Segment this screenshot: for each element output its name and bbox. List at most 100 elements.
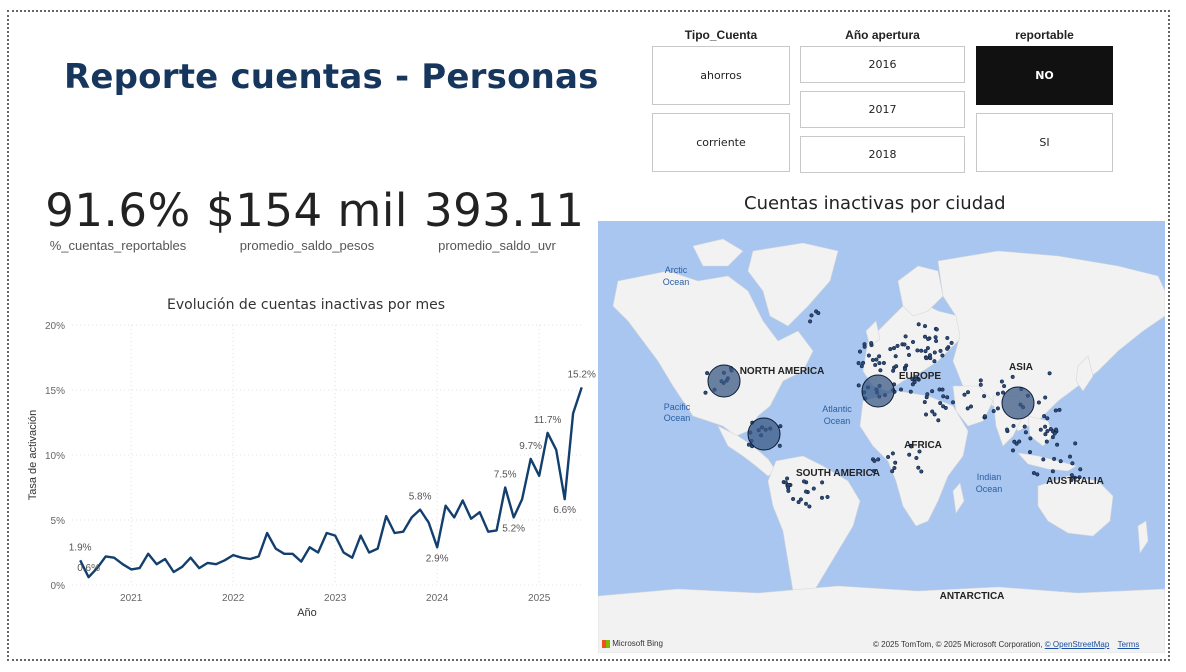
slicer-tile-2017[interactable]: 2017	[800, 91, 965, 128]
city-dot	[941, 394, 946, 399]
slicer-tile-label: SI	[1039, 136, 1050, 149]
city-dot	[893, 354, 898, 359]
city-dot	[1058, 459, 1063, 464]
city-dot	[1043, 424, 1048, 429]
japan	[1075, 355, 1094, 392]
city-dot	[945, 395, 950, 400]
city-dot	[871, 468, 876, 474]
city-dot	[819, 495, 825, 500]
antarctica	[598, 585, 1165, 653]
city-dot	[1027, 450, 1033, 455]
slicer-tile-label: corriente	[696, 136, 746, 149]
city-dot	[909, 444, 914, 449]
bubble-north-america	[707, 364, 741, 398]
slicer-tile-corriente[interactable]: corriente	[652, 113, 790, 172]
label-arctic: Arctic	[665, 265, 688, 275]
slicer-tile-ahorros[interactable]: ahorros	[652, 46, 790, 105]
city-dot	[1002, 384, 1007, 389]
data-label: 9.7%	[519, 441, 542, 452]
data-label: 6.6%	[553, 505, 576, 516]
label-arctic-ocean: Ocean	[663, 277, 690, 287]
data-label: 15.2%	[568, 369, 596, 380]
city-dot	[1010, 448, 1016, 453]
city-dot	[968, 404, 974, 409]
city-dot	[913, 376, 918, 381]
city-dot	[803, 489, 809, 494]
city-dot	[950, 400, 956, 405]
city-dot	[933, 335, 938, 340]
city-dot	[1069, 473, 1074, 478]
city-dot	[914, 455, 919, 461]
kpi-card-cuentas-reportables[interactable]: 91.6% %_cuentas_reportables	[40, 186, 196, 254]
city-dot	[791, 496, 796, 502]
series-line[interactable]	[79, 387, 583, 579]
slicer-tile-label: 2016	[868, 58, 897, 71]
openstreetmap-link[interactable]: © OpenStreetMap	[1044, 640, 1110, 649]
city-dot	[922, 324, 928, 329]
x-axis-title: Año	[297, 607, 317, 619]
city-dot	[861, 360, 866, 365]
city-dot	[922, 400, 927, 405]
australia	[1037, 475, 1114, 537]
uk	[865, 320, 881, 347]
city-dot	[922, 334, 928, 339]
city-dot	[936, 418, 941, 423]
city-dot	[870, 357, 875, 363]
city-dot	[902, 367, 908, 372]
slicer-reportable-header: reportable	[1015, 28, 1074, 42]
city-dot	[1023, 430, 1028, 435]
city-dot	[934, 327, 939, 332]
city-dot	[1031, 470, 1036, 476]
city-dot	[1073, 441, 1078, 446]
asia	[937, 250, 1165, 432]
city-dot	[1044, 439, 1049, 444]
slicer-tile-label: NO	[1035, 69, 1054, 82]
data-label: 1.9%	[69, 542, 92, 553]
city-dot	[1010, 374, 1015, 379]
city-dot	[785, 476, 790, 481]
x-tick-label: 2022	[222, 593, 245, 604]
city-bubbles[interactable]	[707, 364, 1035, 451]
city-dot	[938, 401, 943, 406]
attribution-text: © 2025 TomTom, © 2025 Microsoft Corporat…	[873, 640, 1043, 649]
slicer-tile-si[interactable]: SI	[976, 113, 1113, 172]
city-dot	[876, 457, 881, 462]
bing-logo-text: Microsoft Bing	[612, 639, 663, 648]
slicer-tile-2018[interactable]: 2018	[800, 136, 965, 173]
north-america	[612, 270, 814, 437]
city-dot	[820, 480, 825, 485]
terms-link[interactable]: Terms	[1117, 640, 1140, 649]
city-dot	[999, 379, 1004, 384]
slicer-tile-2016[interactable]: 2016	[800, 46, 965, 83]
city-dot	[903, 334, 908, 339]
city-dot	[1052, 456, 1057, 461]
kpi-card-promedio-saldo-uvr[interactable]: 393.11 promedio_saldo_uvr	[424, 186, 584, 254]
city-dot	[932, 350, 937, 355]
city-dot	[940, 353, 945, 358]
city-dot	[932, 412, 937, 417]
data-label: 2.9%	[426, 553, 449, 564]
city-dot	[923, 349, 928, 354]
city-dot	[1004, 427, 1010, 432]
city-dot	[1055, 442, 1060, 447]
city-dot	[1035, 472, 1040, 477]
x-tick-label: 2023	[324, 593, 347, 604]
bubble-central-america	[747, 417, 781, 451]
map-visual[interactable]: Arctic Ocean Pacific Ocean Atlantic Ocea…	[598, 221, 1165, 653]
city-dot	[1067, 454, 1073, 459]
slicer-tile-no-selected[interactable]: NO	[976, 46, 1113, 105]
data-label: 5.2%	[502, 523, 525, 534]
city-dot	[1042, 414, 1047, 419]
slicer-tile-label: ahorros	[700, 69, 742, 82]
city-dot	[924, 356, 929, 361]
city-dot	[803, 501, 809, 506]
city-dot	[926, 336, 931, 342]
x-tick-label: 2024	[426, 593, 449, 604]
label-pacific-ocean: Ocean	[664, 413, 691, 423]
city-dot	[777, 443, 782, 448]
city-dot	[825, 494, 830, 500]
line-chart[interactable]: 20% 15% 10% 5% 0% 2021 2022 2023 2024 2025 Año Tasa…	[20, 310, 600, 630]
world-map[interactable]: Arctic Ocean Pacific Ocean Atlantic Ocea…	[598, 221, 1165, 653]
city-dot	[949, 340, 954, 345]
kpi-card-promedio-saldo-pesos[interactable]: $154 mil promedio_saldo_pesos	[206, 186, 408, 254]
